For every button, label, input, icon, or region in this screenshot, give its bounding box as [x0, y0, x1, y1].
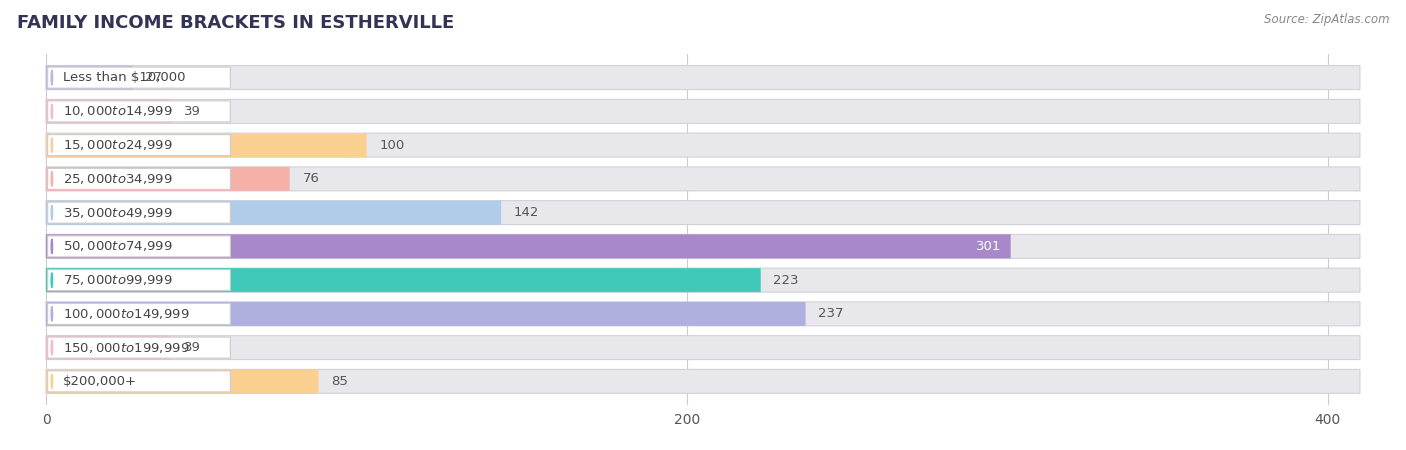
FancyBboxPatch shape	[46, 234, 1360, 258]
FancyBboxPatch shape	[46, 369, 1360, 393]
Text: 142: 142	[515, 206, 540, 219]
FancyBboxPatch shape	[48, 371, 231, 392]
Text: 76: 76	[302, 172, 319, 185]
FancyBboxPatch shape	[48, 236, 231, 257]
Text: 85: 85	[332, 375, 349, 388]
FancyBboxPatch shape	[48, 202, 231, 223]
Text: $75,000 to $99,999: $75,000 to $99,999	[63, 273, 173, 287]
Text: 39: 39	[184, 341, 201, 354]
FancyBboxPatch shape	[48, 168, 231, 189]
Text: $15,000 to $24,999: $15,000 to $24,999	[63, 138, 173, 152]
FancyBboxPatch shape	[46, 268, 1360, 292]
Text: Source: ZipAtlas.com: Source: ZipAtlas.com	[1264, 14, 1389, 27]
Text: $35,000 to $49,999: $35,000 to $49,999	[63, 206, 173, 220]
FancyBboxPatch shape	[48, 67, 231, 88]
Text: FAMILY INCOME BRACKETS IN ESTHERVILLE: FAMILY INCOME BRACKETS IN ESTHERVILLE	[17, 14, 454, 32]
Text: 27: 27	[145, 71, 163, 84]
Text: 301: 301	[976, 240, 1001, 253]
Text: Less than $10,000: Less than $10,000	[63, 71, 186, 84]
FancyBboxPatch shape	[48, 135, 231, 156]
Text: $50,000 to $74,999: $50,000 to $74,999	[63, 239, 173, 253]
FancyBboxPatch shape	[46, 201, 1360, 225]
FancyBboxPatch shape	[48, 303, 231, 324]
Text: 223: 223	[773, 274, 799, 287]
FancyBboxPatch shape	[46, 99, 172, 123]
FancyBboxPatch shape	[48, 270, 231, 291]
FancyBboxPatch shape	[46, 99, 1360, 123]
FancyBboxPatch shape	[46, 66, 132, 90]
FancyBboxPatch shape	[46, 336, 172, 360]
FancyBboxPatch shape	[46, 268, 761, 292]
Text: $100,000 to $149,999: $100,000 to $149,999	[63, 307, 190, 321]
FancyBboxPatch shape	[46, 302, 806, 326]
Text: $25,000 to $34,999: $25,000 to $34,999	[63, 172, 173, 186]
FancyBboxPatch shape	[46, 133, 367, 157]
Text: $150,000 to $199,999: $150,000 to $199,999	[63, 341, 190, 355]
Text: $200,000+: $200,000+	[63, 375, 138, 388]
FancyBboxPatch shape	[48, 101, 231, 122]
FancyBboxPatch shape	[46, 66, 1360, 90]
Text: 237: 237	[818, 307, 844, 320]
FancyBboxPatch shape	[46, 133, 1360, 157]
FancyBboxPatch shape	[46, 167, 1360, 191]
FancyBboxPatch shape	[46, 201, 501, 225]
FancyBboxPatch shape	[46, 167, 290, 191]
Text: 39: 39	[184, 105, 201, 118]
Text: $10,000 to $14,999: $10,000 to $14,999	[63, 104, 173, 118]
FancyBboxPatch shape	[46, 369, 319, 393]
FancyBboxPatch shape	[46, 234, 1011, 258]
FancyBboxPatch shape	[48, 337, 231, 358]
Text: 100: 100	[380, 139, 405, 152]
FancyBboxPatch shape	[46, 302, 1360, 326]
FancyBboxPatch shape	[46, 336, 1360, 360]
